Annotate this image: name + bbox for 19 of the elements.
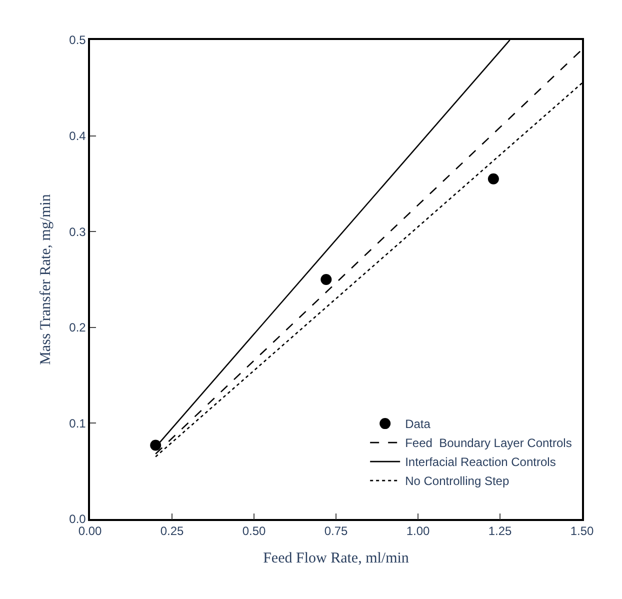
legend-label: Data — [405, 417, 431, 432]
x-tick-label: 1.50 — [570, 524, 594, 538]
y-tick-label: 0.4 — [69, 129, 86, 143]
x-axis-title: Feed Flow Rate, ml/min — [263, 550, 410, 567]
legend-label: Feed Boundary Layer Controls — [405, 436, 572, 450]
legend-label: Interfacial Reaction Controls — [405, 455, 556, 470]
y-tick-label: 0.3 — [69, 224, 86, 239]
x-tick-label: 0.25 — [160, 524, 184, 538]
y-tick-label: 0.2 — [69, 320, 86, 335]
x-tick-label: 0.50 — [242, 524, 266, 538]
x-tick-label: 1.00 — [406, 524, 430, 538]
y-tick-label: 0.0 — [69, 512, 86, 526]
x-tick-label: 1.25 — [488, 524, 512, 538]
x-tick-label: 0.75 — [324, 524, 348, 538]
legend-label: No Controlling Step — [405, 474, 510, 488]
y-tick-label: 0.5 — [69, 33, 86, 48]
x-tick-label: 0.00 — [78, 524, 102, 538]
y-tick-label: 0.1 — [69, 416, 86, 430]
y-axis-title: Mass Transfer Rate, mg/min — [38, 194, 54, 365]
